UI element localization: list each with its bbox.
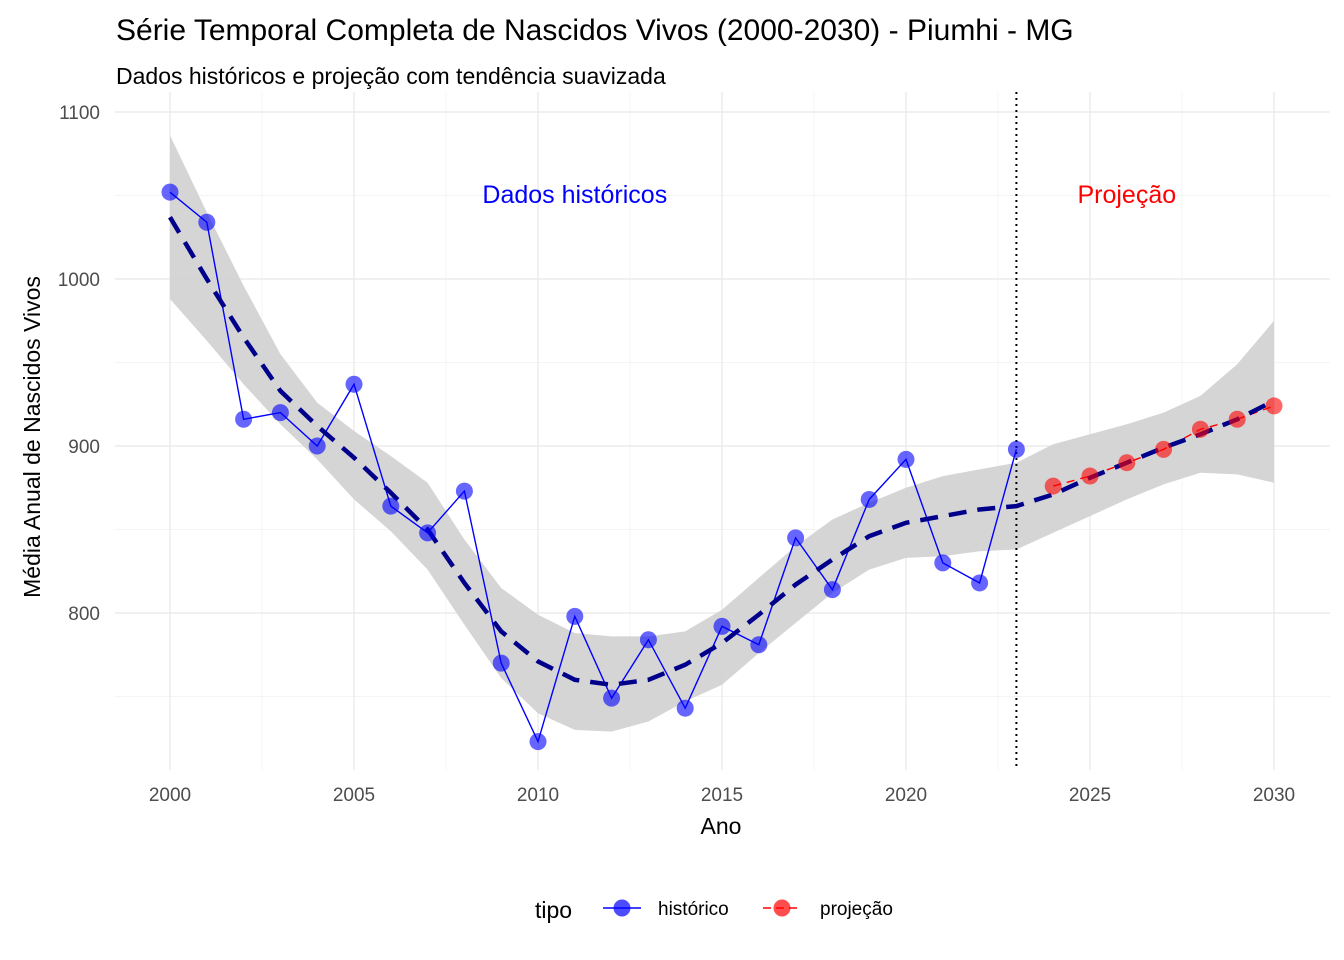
data-point-historico — [934, 554, 952, 572]
x-tick-label: 2020 — [885, 785, 927, 806]
y-axis-title: Média Anual de Nascidos Vivos — [19, 276, 45, 598]
legend-key-point — [613, 899, 631, 917]
data-point-historico — [271, 404, 289, 422]
data-point-projecao — [1191, 420, 1209, 438]
data-point-historico — [1007, 440, 1025, 458]
data-point-historico — [529, 733, 547, 751]
confidence-band — [170, 135, 1274, 732]
data-point-historico — [713, 617, 731, 635]
x-tick-label: 2015 — [701, 785, 743, 806]
y-axis-ticks: 800 900 1000 1100 — [58, 103, 100, 625]
data-point-historico — [603, 689, 621, 707]
data-point-historico — [198, 213, 216, 231]
annotation-label: Dados históricos — [482, 181, 667, 209]
annotation-label: Projeção — [1077, 181, 1176, 209]
x-tick-label: 2005 — [333, 785, 375, 806]
data-point-projecao — [1155, 440, 1173, 458]
data-point-projecao — [1265, 397, 1283, 415]
data-point-historico — [971, 574, 989, 592]
legend: tipo histórico projeção — [535, 897, 893, 923]
data-points — [161, 183, 1283, 751]
data-point-historico — [345, 375, 363, 393]
plot-area: Dados históricos Projeção — [115, 92, 1330, 770]
annotations: Dados históricos Projeção — [482, 181, 1176, 209]
data-point-historico — [419, 524, 437, 542]
data-point-historico — [676, 699, 694, 717]
legend-label: projeção — [820, 899, 893, 920]
x-axis-ticks: 2000 2005 2010 2015 2020 2025 2030 — [149, 785, 1295, 806]
legend-items: histórico projeção — [603, 899, 893, 920]
data-point-historico — [639, 631, 657, 649]
x-axis-title: Ano — [701, 813, 742, 839]
data-point-projecao — [1118, 454, 1136, 472]
x-tick-label: 2000 — [149, 785, 191, 806]
data-point-historico — [235, 410, 253, 428]
legend-title: tipo — [535, 897, 572, 923]
data-point-historico — [492, 654, 510, 672]
data-point-historico — [161, 183, 179, 201]
data-point-projecao — [1081, 467, 1099, 485]
data-point-historico — [566, 607, 584, 625]
x-tick-label: 2030 — [1253, 785, 1295, 806]
data-point-historico — [455, 482, 473, 500]
data-point-projecao — [1228, 410, 1246, 428]
legend-key-point — [773, 899, 791, 917]
data-point-historico — [382, 497, 400, 515]
x-tick-label: 2025 — [1069, 785, 1111, 806]
data-point-projecao — [1044, 477, 1062, 495]
y-tick-label: 900 — [68, 437, 100, 458]
data-point-historico — [308, 437, 326, 455]
data-point-historico — [750, 636, 768, 654]
y-tick-label: 800 — [68, 604, 100, 625]
x-tick-label: 2010 — [517, 785, 559, 806]
data-point-historico — [860, 490, 878, 508]
data-point-historico — [897, 450, 915, 468]
legend-label: histórico — [658, 899, 729, 920]
y-tick-label: 1000 — [58, 270, 100, 291]
y-tick-label: 1100 — [59, 103, 100, 124]
data-point-historico — [823, 581, 841, 599]
chart-title: Série Temporal Completa de Nascidos Vivo… — [116, 14, 1074, 47]
data-point-historico — [787, 529, 805, 547]
chart-subtitle: Dados históricos e projeção com tendênci… — [116, 63, 666, 89]
